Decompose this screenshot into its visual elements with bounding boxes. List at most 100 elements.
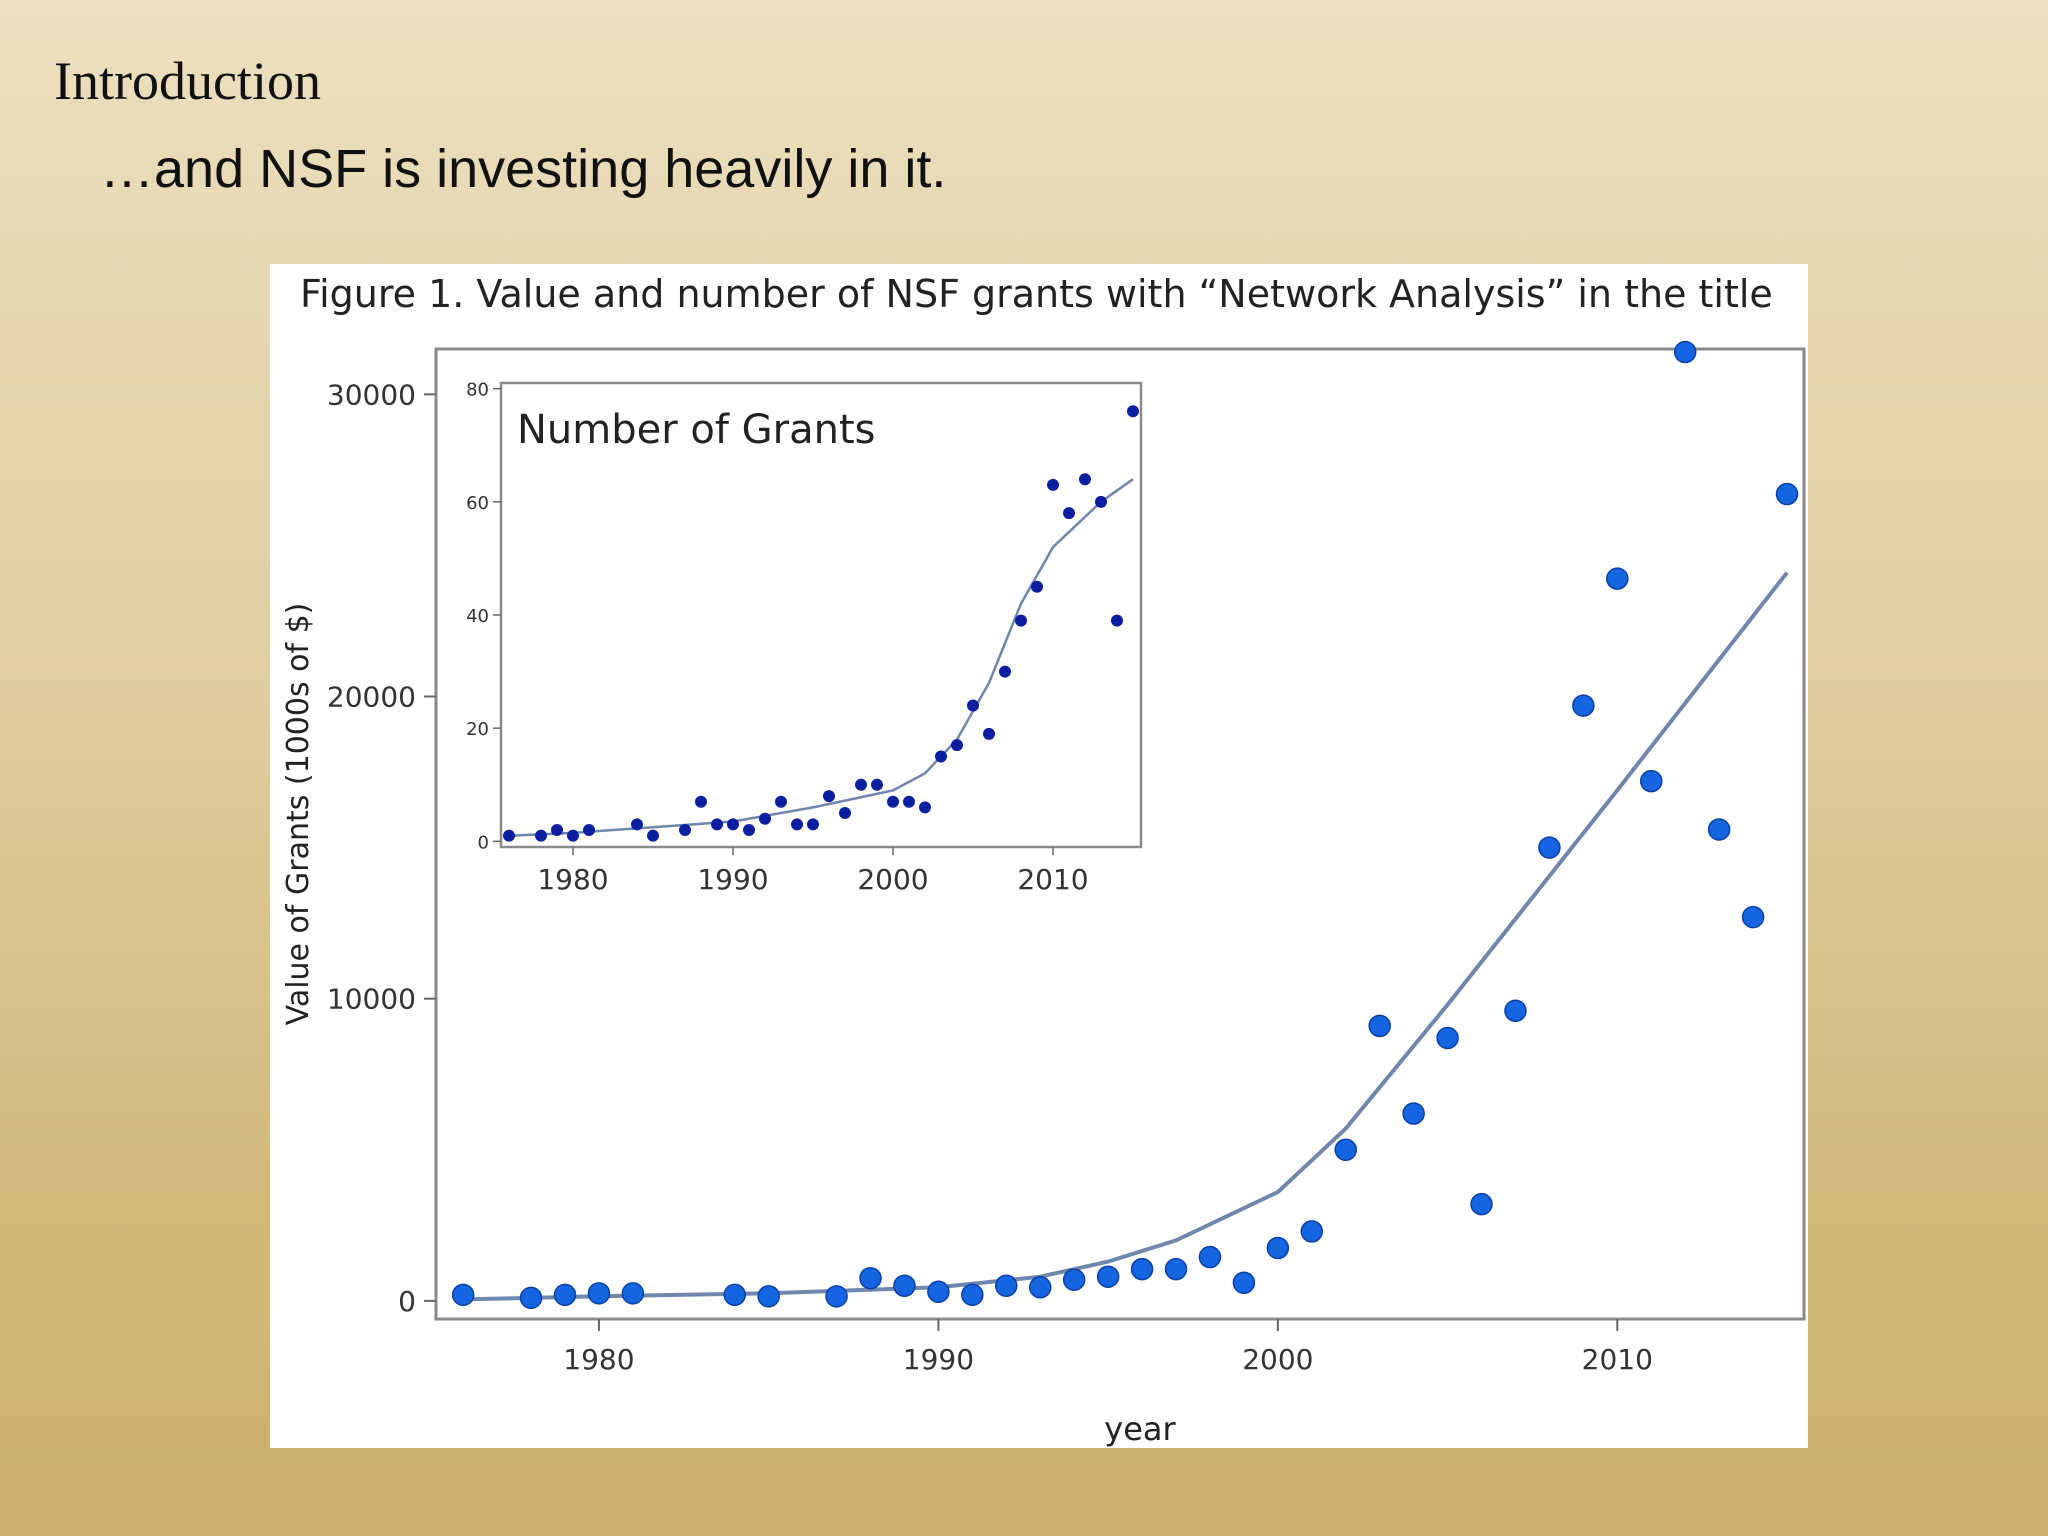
main-data-point	[1164, 1257, 1188, 1281]
inset-data-point	[711, 818, 723, 831]
inset-data-point	[759, 812, 771, 825]
inset-x-tick-label: 1990	[697, 863, 768, 896]
inset-data-point	[951, 739, 963, 752]
inset-data-point	[695, 795, 707, 808]
slide-subheading: …and NSF is investing heavily in it.	[100, 139, 947, 199]
x-tick-label: 2010	[1582, 1343, 1653, 1376]
figure-title: Figure 1. Value and number of NSF grants…	[300, 272, 1773, 316]
slide-heading: Introduction	[54, 51, 321, 111]
main-data-point	[1334, 1138, 1357, 1162]
main-data-point	[893, 1274, 916, 1298]
x-tick-label: 2000	[1242, 1343, 1313, 1376]
inset-data-point	[535, 829, 547, 842]
inset-data-point	[903, 795, 915, 808]
inset-data-point	[1015, 614, 1027, 627]
main-plot-frame	[434, 347, 1806, 1321]
inset-data-point	[1095, 495, 1107, 508]
inset-y-tick-label: 0	[478, 832, 489, 853]
inset-data-point	[791, 818, 803, 831]
main-data-point	[519, 1286, 543, 1310]
inset-data-point	[935, 750, 947, 763]
main-data-point	[621, 1282, 645, 1305]
inset-data-point	[1031, 580, 1043, 593]
inset-y-tick-label: 40	[466, 606, 489, 627]
inset-data-point	[887, 795, 899, 808]
inset-plot-frame	[499, 381, 1143, 849]
main-data-point	[451, 1283, 475, 1307]
inset-trend-line	[508, 478, 1134, 837]
inset-x-tick-label: 2000	[857, 863, 928, 896]
inset-data-point	[1047, 478, 1059, 491]
main-data-point	[1606, 567, 1629, 590]
main-data-point	[1639, 769, 1663, 793]
inset-data-point	[743, 824, 755, 837]
inset-y-tick-label: 60	[466, 493, 489, 514]
inset-data-point	[855, 778, 867, 791]
inset-data-point	[807, 818, 819, 831]
inset-x-tick-label: 2010	[1017, 863, 1088, 896]
main-data-point	[859, 1266, 882, 1290]
inset-data-point	[631, 818, 643, 831]
main-data-point	[1470, 1192, 1493, 1216]
main-data-point	[1232, 1271, 1256, 1294]
main-data-point	[1673, 340, 1697, 364]
inset-x-tick-label: 1980	[537, 863, 608, 896]
main-data-point	[1096, 1265, 1120, 1288]
main-data-point	[1707, 818, 1731, 841]
inset-data-point	[775, 795, 787, 808]
main-data-point	[1130, 1257, 1154, 1281]
inset-data-point	[823, 790, 835, 803]
main-data-point	[1062, 1268, 1086, 1291]
main-data-point	[995, 1274, 1018, 1298]
main-data-point	[1436, 1026, 1459, 1050]
inset-title: Number of Grants	[517, 407, 876, 453]
main-data-point	[1402, 1102, 1425, 1125]
main-data-point	[825, 1285, 848, 1308]
inset-data-point	[1079, 473, 1091, 486]
main-data-point	[553, 1283, 577, 1307]
inset-y-tick-label: 20	[466, 719, 489, 740]
y-tick-label: 10000	[327, 983, 416, 1016]
inset-data-point	[1111, 614, 1123, 627]
inset-data-point	[1127, 405, 1139, 418]
inset-data-point	[679, 824, 691, 837]
y-tick-label: 0	[398, 1285, 416, 1318]
figure-panel: Figure 1. Value and number of NSF grants…	[270, 264, 1808, 1448]
x-axis-label: year	[1104, 1410, 1176, 1448]
x-tick-label: 1980	[563, 1343, 634, 1376]
inset-data-point	[1063, 507, 1075, 520]
x-tick-label: 1990	[903, 1343, 974, 1376]
main-data-point	[1368, 1014, 1391, 1038]
main-data-point	[1572, 694, 1595, 717]
inset-data-point	[503, 829, 515, 842]
inset-data-point	[647, 829, 659, 842]
inset-data-point	[999, 665, 1011, 678]
main-data-point	[1741, 905, 1765, 929]
main-data-point	[1504, 999, 1527, 1023]
main-data-point	[1538, 836, 1561, 859]
y-tick-label: 20000	[327, 681, 416, 714]
inset-data-point	[551, 824, 563, 837]
main-data-point	[1775, 482, 1799, 506]
inset-data-point	[967, 699, 979, 712]
main-data-point	[723, 1283, 746, 1307]
inset-data-point	[567, 829, 579, 842]
main-data-point	[587, 1282, 611, 1305]
inset-data-point	[583, 824, 595, 837]
inset-data-point	[871, 778, 883, 791]
main-data-point	[1198, 1245, 1222, 1269]
main-data-point	[757, 1285, 780, 1308]
y-axis-label: Value of Grants (1000s of $)	[281, 603, 316, 1026]
main-data-point	[1028, 1276, 1052, 1299]
inset-data-point	[727, 818, 739, 831]
inset-data-point	[839, 807, 851, 820]
inset-data-point	[919, 801, 931, 814]
main-data-point	[1266, 1236, 1290, 1260]
inset-y-tick-label: 80	[466, 380, 489, 401]
y-tick-label: 30000	[327, 378, 416, 411]
main-data-point	[927, 1280, 950, 1304]
main-data-point	[1300, 1220, 1324, 1243]
grants-chart: Figure 1. Value and number of NSF grants…	[281, 272, 1806, 1448]
inset-data-point	[983, 727, 995, 740]
main-data-point	[961, 1283, 984, 1307]
